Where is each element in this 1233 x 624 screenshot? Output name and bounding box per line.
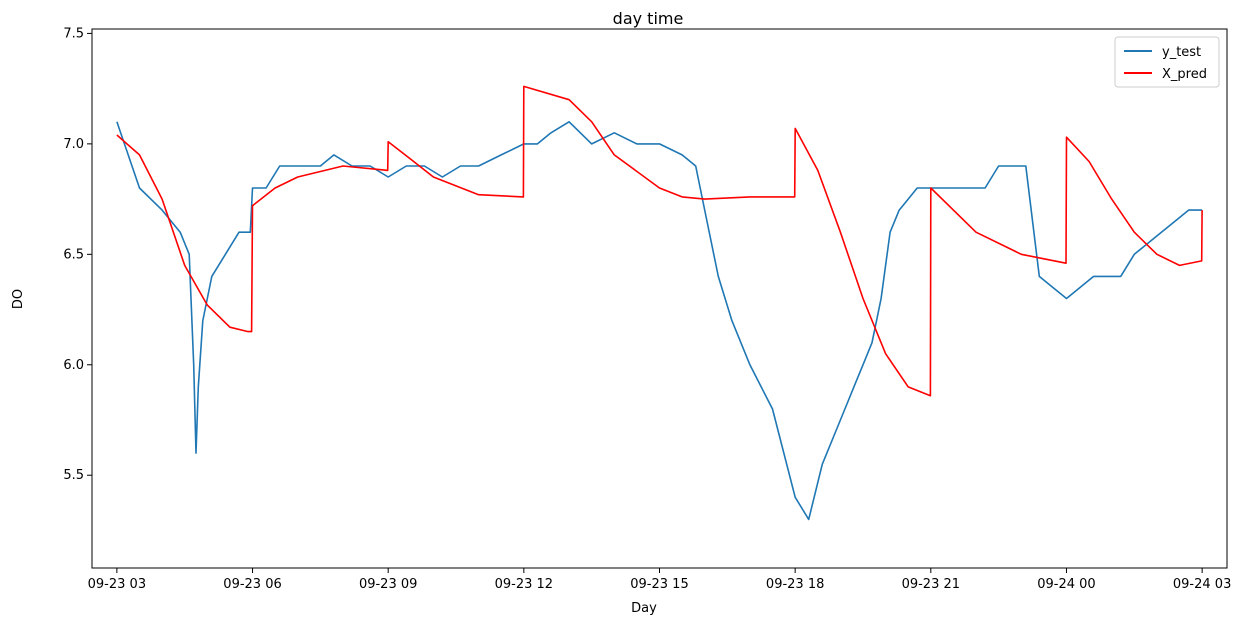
y-tick-label: 6.0 [63,358,84,373]
x-tick-label: 09-23 06 [223,577,281,592]
y-tick-label: 6.5 [63,247,84,262]
x-tick-label: 09-23 18 [766,577,824,592]
x-tick-label: 09-24 03 [1173,577,1231,592]
x-tick-label: 09-23 21 [902,577,960,592]
plot-area [91,28,1228,569]
series-line-y-test [116,121,1203,521]
legend: y_test X_pred [1114,36,1220,88]
x-tick-label: 09-23 15 [630,577,688,592]
y-tick-label: 7.0 [63,137,84,152]
series-layer [116,85,1203,521]
x-tick-label: 09-23 03 [88,577,146,592]
chart-title: day time [613,9,684,28]
x-axis-label: Day [631,601,657,616]
x-axis-ticks: 09-23 03 09-23 06 09-23 09 09-23 12 09-23 15… [88,568,1231,592]
series-line-x-pred [116,85,1203,397]
y-tick-label: 7.5 [63,26,84,41]
axes-frame [91,28,1228,569]
x-tick-label: 09-24 00 [1037,577,1095,592]
legend-box [1114,36,1220,88]
x-tick-label: 09-23 12 [495,577,553,592]
x-tick-label: 09-23 09 [359,577,417,592]
y-tick-label: 5.5 [63,468,84,483]
y-axis-ticks: 5.5 6.0 6.5 7.0 7.5 [63,26,92,483]
legend-label-x-pred: X_pred [1162,67,1207,82]
legend-label-y-test: y_test [1162,45,1201,60]
y-axis-label: DO [11,289,26,309]
